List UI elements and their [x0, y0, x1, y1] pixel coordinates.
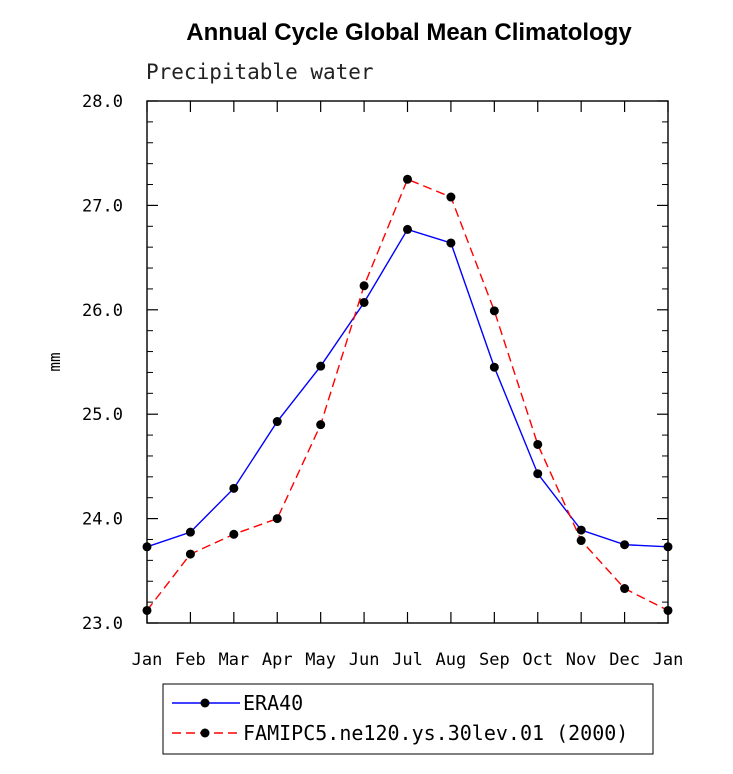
y-tick-label: 27.0 [82, 196, 123, 216]
series-1-point [272, 514, 282, 524]
series-1-point [576, 536, 586, 546]
series-0-point [359, 297, 369, 307]
chart-subtitle: Precipitable water [146, 60, 374, 84]
y-tick-label: 24.0 [82, 510, 123, 530]
x-tick-label: Nov [566, 650, 597, 670]
x-tick-label: Feb [175, 650, 206, 670]
chart-title: Annual Cycle Global Mean Climatology [186, 19, 632, 46]
series-1-point [316, 420, 326, 430]
series-0-point [229, 483, 239, 493]
y-axis-label: mm [45, 352, 64, 371]
x-tick-label: Oct [522, 650, 553, 670]
series-0-point [533, 469, 543, 479]
x-tick-label: Jan [132, 650, 163, 670]
series-1-point [403, 174, 412, 184]
series-1-point [229, 529, 239, 539]
legend-marker-1 [200, 728, 210, 738]
series-0-point [576, 525, 586, 535]
x-tick-label: Jun [349, 650, 380, 670]
x-tick-label: Apr [262, 650, 293, 670]
axis-tick-labels: Jan Feb Mar Apr May Jun Jul Aug Sep Oct Nov Dec Jan 2… [82, 92, 683, 670]
series-line-1 [146, 178, 669, 612]
legend-marker-0 [200, 698, 210, 708]
legend-label-0: ERA40 [243, 691, 303, 715]
series-1-point [663, 605, 673, 615]
y-tick-label: 25.0 [82, 405, 123, 425]
legend: ERA40 FAMIPC5.ne120.ys.30lev.01 (2000) [172, 691, 628, 745]
legend-label-1: FAMIPC5.ne120.ys.30lev.01 (2000) [243, 721, 628, 745]
x-tick-label: Jul [392, 650, 423, 670]
series-1-point [142, 605, 152, 615]
series-0-point [316, 361, 326, 371]
series-1-point [533, 439, 543, 449]
axis-ticks [146, 100, 669, 624]
series-0-point [620, 540, 630, 550]
series-1-point [359, 281, 369, 291]
series-1-point [620, 584, 630, 594]
series-1-point [446, 192, 456, 202]
series-0-point [489, 362, 499, 372]
y-tick-label: 26.0 [82, 301, 123, 321]
series-line-0 [146, 228, 669, 548]
series-0-point [272, 417, 282, 427]
x-tick-label: Aug [436, 650, 467, 670]
series-points [142, 174, 673, 615]
x-tick-label: Dec [609, 650, 640, 670]
series-0-point [185, 527, 195, 537]
x-tick-label: Mar [218, 650, 249, 670]
x-tick-label: Sep [479, 650, 510, 670]
series-0-point [446, 238, 456, 248]
series-1-point [489, 306, 499, 316]
series-lines [146, 178, 669, 612]
series-0-point [142, 542, 152, 552]
series-0-point [663, 542, 673, 552]
x-tick-label: Jan [653, 650, 684, 670]
legend-box [162, 683, 654, 755]
series-1-point [185, 549, 195, 559]
x-tick-label: May [305, 650, 336, 670]
y-tick-label: 23.0 [82, 614, 123, 634]
y-tick-label: 28.0 [82, 92, 123, 112]
series-0-point [403, 224, 412, 234]
